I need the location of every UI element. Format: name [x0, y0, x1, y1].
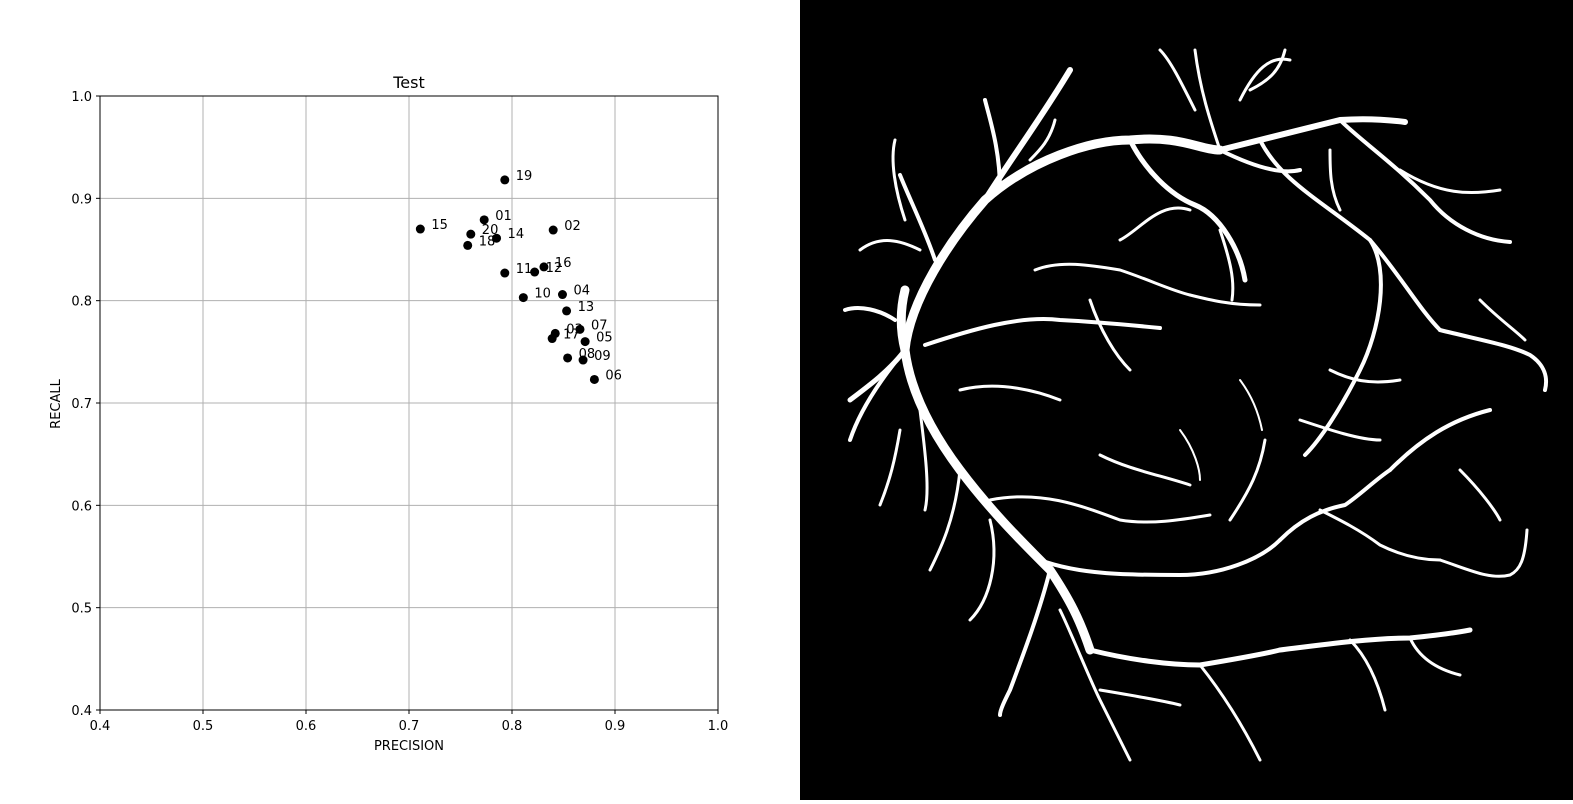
- data-point-06: [589, 374, 599, 384]
- point-label-09: 09: [594, 349, 611, 364]
- point-label-19: 19: [516, 169, 533, 184]
- point-label-20: 20: [482, 223, 499, 238]
- point-label-10: 10: [534, 287, 551, 302]
- data-point-12: [530, 267, 540, 277]
- x-tick-label: 0.7: [399, 719, 420, 734]
- x-tick-label: 1.0: [708, 719, 729, 734]
- point-label-02: 02: [564, 219, 581, 234]
- y-tick-label: 0.9: [71, 192, 92, 207]
- data-point-17: [547, 334, 557, 344]
- data-point-16: [539, 262, 549, 272]
- point-label-17: 17: [563, 328, 580, 343]
- x-tick-label: 0.6: [296, 719, 317, 734]
- y-axis-label: RECALL: [49, 378, 64, 428]
- y-tick-label: 0.6: [71, 499, 92, 514]
- data-point-01: [479, 215, 489, 225]
- vessel-tree: [843, 48, 1549, 762]
- point-label-14: 14: [508, 227, 525, 242]
- data-point-05: [580, 337, 590, 347]
- data-point-15: [415, 224, 425, 234]
- x-axis-label: PRECISION: [374, 739, 444, 754]
- data-point-09: [578, 355, 588, 365]
- point-label-04: 04: [573, 284, 590, 299]
- data-point-19: [500, 175, 510, 185]
- vessel-map: [800, 0, 1573, 800]
- axis-ticks: 0.4 0.5 0.6 0.7 0.8 0.9 1.0 0.4 0.5 0.6 0.7 0.8 0.9 1…: [71, 90, 728, 734]
- data-point-18: [463, 240, 473, 250]
- point-label-06: 06: [605, 368, 622, 383]
- data-point-02: [548, 225, 558, 235]
- data-point-07: [575, 324, 585, 334]
- data-point-13: [562, 306, 572, 316]
- point-label-01: 01: [495, 209, 512, 224]
- point-label-11: 11: [516, 262, 533, 277]
- y-tick-label: 0.8: [71, 295, 92, 310]
- y-tick-label: 1.0: [71, 90, 92, 105]
- point-label-15: 15: [431, 218, 448, 233]
- y-tick-label: 0.7: [71, 397, 92, 412]
- data-point-08: [563, 353, 573, 363]
- data-point-20: [466, 229, 476, 239]
- retinal-vessel-segmentation-image: [800, 0, 1573, 800]
- x-tick-label: 0.4: [90, 719, 111, 734]
- point-label-16: 16: [555, 256, 572, 271]
- data-point-14: [492, 233, 502, 243]
- data-point-11: [500, 268, 510, 278]
- y-tick-label: 0.5: [71, 602, 92, 617]
- point-label-07: 07: [591, 318, 608, 333]
- point-label-13: 13: [578, 300, 595, 315]
- chart-panel: 0.4 0.5 0.6 0.7 0.8 0.9 1.0 0.4 0.5 0.6 0.7 0.8 0.9 1…: [49, 73, 729, 754]
- data-point-10: [518, 293, 528, 303]
- data-point-04: [557, 290, 567, 300]
- x-tick-label: 0.9: [605, 719, 626, 734]
- x-tick-label: 0.5: [193, 719, 214, 734]
- point-label-05: 05: [596, 331, 613, 346]
- scatter-chart: 0.4 0.5 0.6 0.7 0.8 0.9 1.0 0.4 0.5 0.6 0.7 0.8 0.9 1…: [49, 73, 728, 754]
- grid-lines: [99, 95, 719, 711]
- point-label-18: 18: [479, 234, 496, 249]
- chart-title: Test: [392, 73, 425, 92]
- point-label-12: 12: [546, 261, 563, 276]
- x-tick-label: 0.8: [502, 719, 523, 734]
- y-tick-label: 0.4: [71, 704, 92, 719]
